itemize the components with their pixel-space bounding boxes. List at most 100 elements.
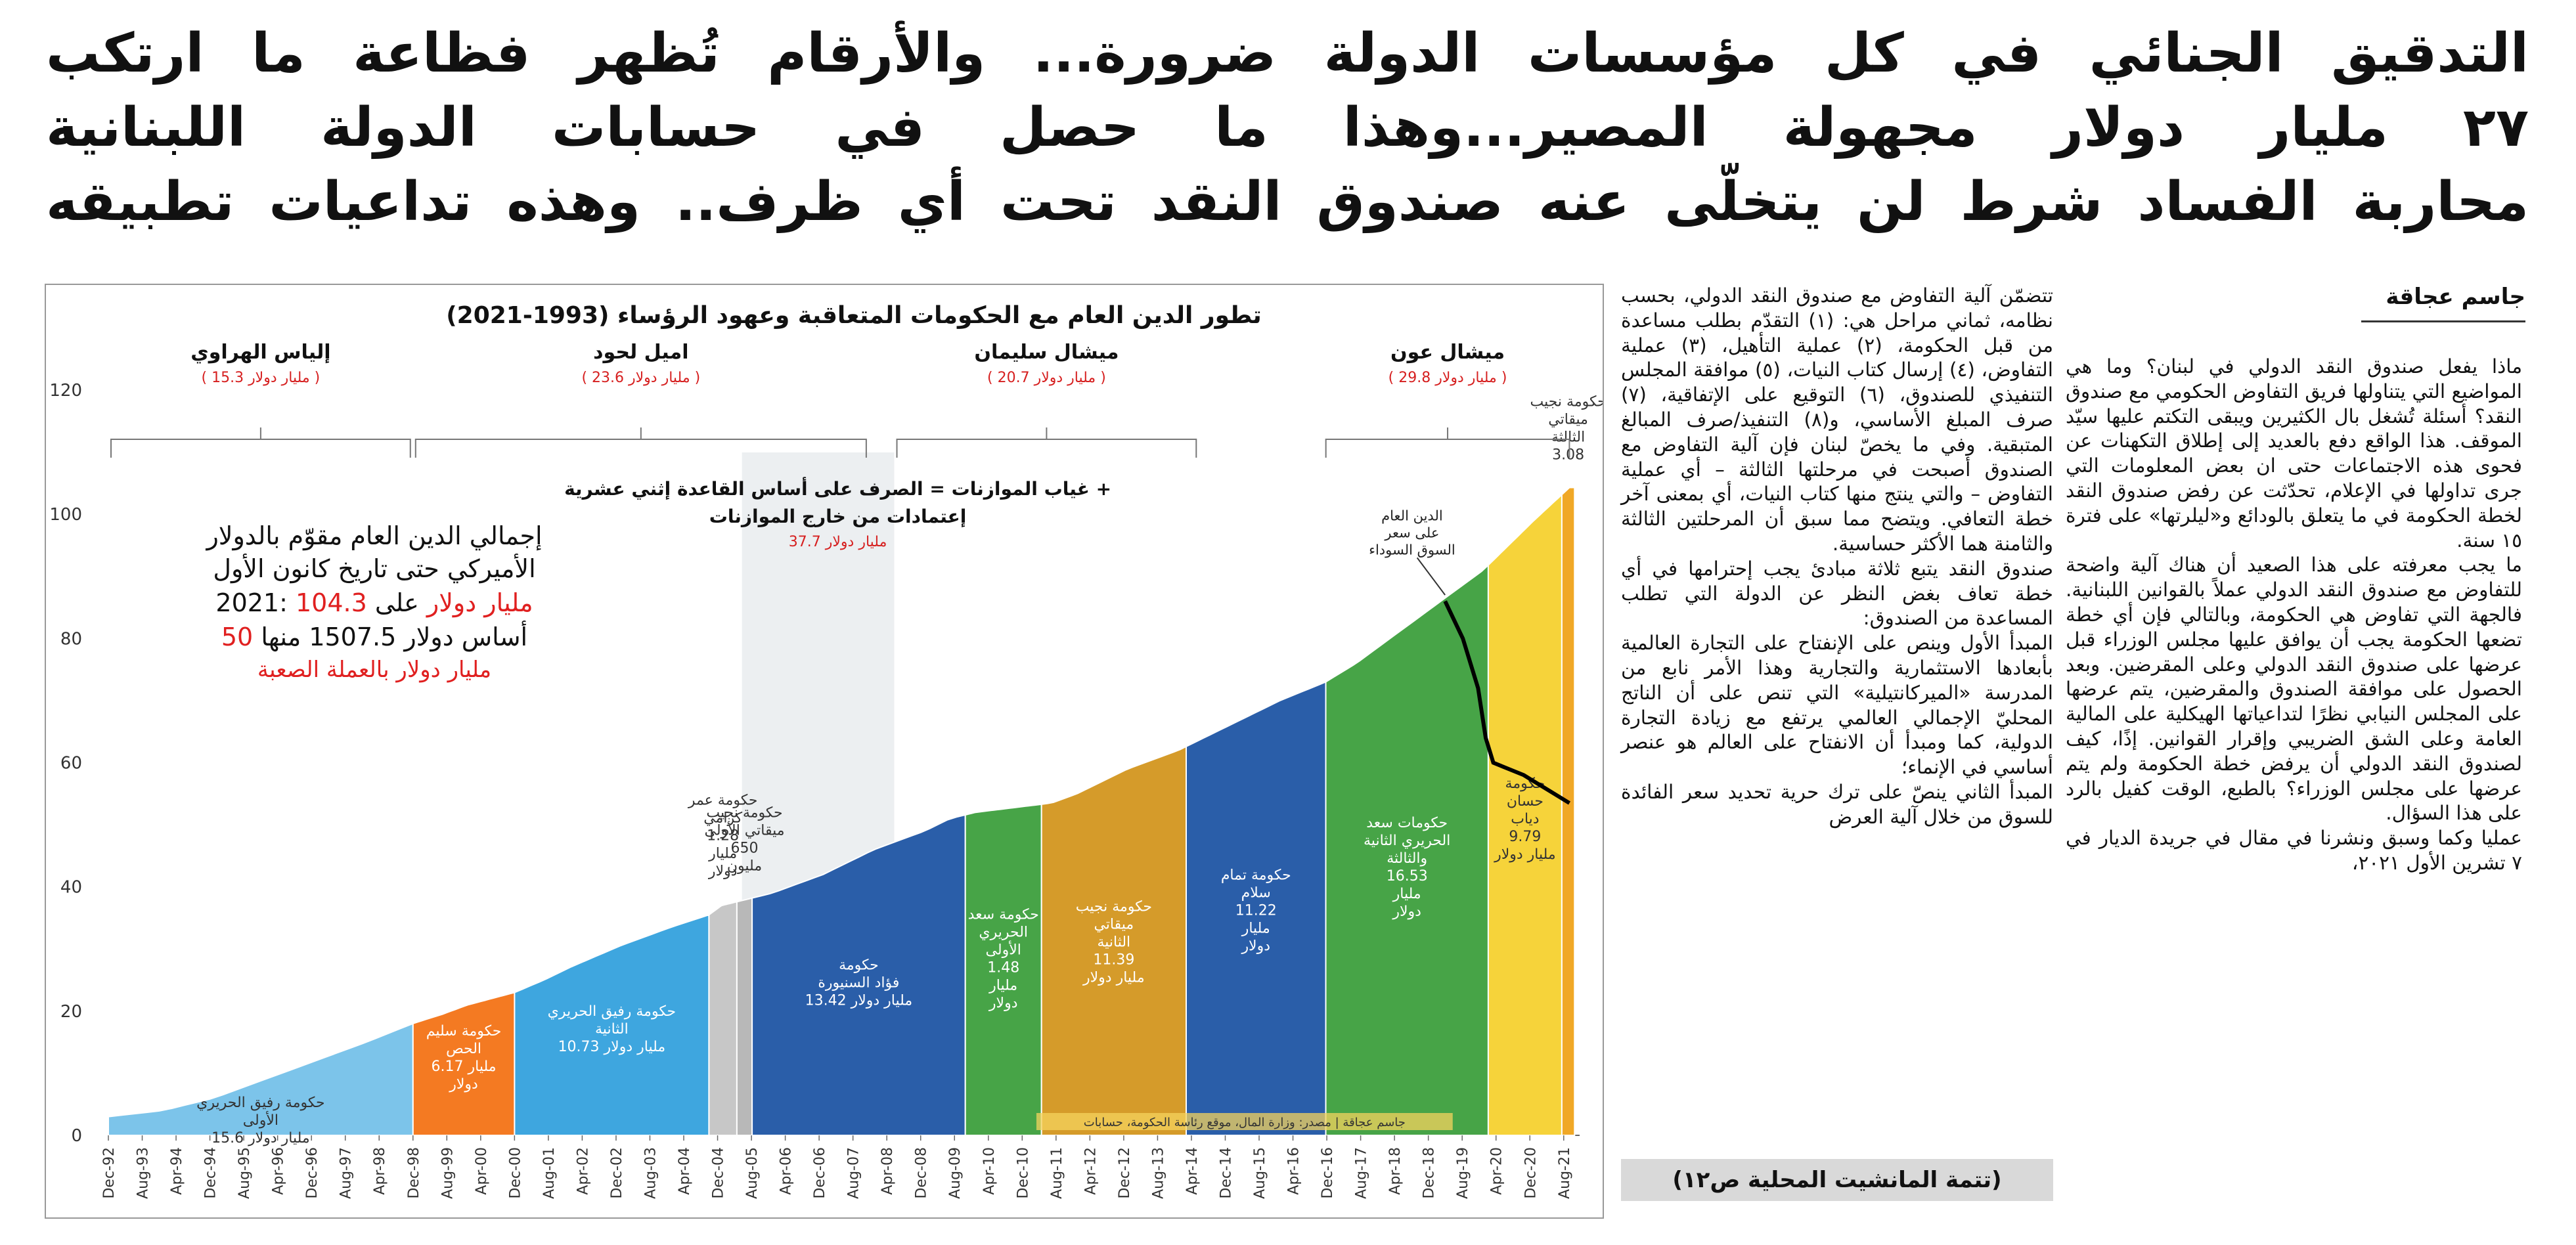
government-label: حكومة تمام <box>1221 867 1291 883</box>
x-tick-label: Dec-98 <box>406 1147 422 1199</box>
x-tick-label: Dec-08 <box>914 1147 930 1199</box>
government-label: مليار <box>708 846 737 862</box>
x-tick-label: Aug-19 <box>1455 1147 1471 1199</box>
government-label: حكومة سليم <box>426 1023 502 1039</box>
x-tick-label: Aug-15 <box>1252 1147 1268 1199</box>
y-tick-label: 120 <box>49 381 82 401</box>
author-byline: جاسم عجاقة <box>2386 284 2525 310</box>
paragraph: ماذا يفعل صندوق النقد الدولي في لبنان؟ و… <box>2066 355 2522 552</box>
vacancy-amount: 37.7 مليار دولار <box>789 534 887 550</box>
x-tick-label: Apr-08 <box>879 1147 896 1195</box>
y-tick-label: 0 <box>71 1126 82 1146</box>
government-area <box>514 913 710 1136</box>
x-tick-label: Aug-01 <box>541 1147 558 1199</box>
government-area <box>964 803 1042 1136</box>
black-line-label: على سعر <box>1384 525 1439 541</box>
black-line-label: السوق السوداء <box>1369 542 1455 558</box>
info-text: أساس دولار 1507.5 منها 50 <box>221 621 527 652</box>
government-area <box>1561 487 1576 1136</box>
government-area <box>1186 680 1327 1136</box>
government-label: ميقاتي <box>1094 917 1134 933</box>
headline-line-3: محاربة الفساد شرط لن يتخلّى عنه صندوق ال… <box>46 171 2529 233</box>
x-tick-label: Apr-00 <box>474 1147 490 1195</box>
article-column-middle: تتضمّن آلية التفاوض مع صندوق النقد الدول… <box>1621 284 2053 830</box>
y-tick-label: 40 <box>60 878 82 898</box>
x-tick-label: Dec-96 <box>304 1147 321 1199</box>
x-tick-label: Aug-93 <box>135 1147 152 1199</box>
x-tick-label: Apr-96 <box>271 1147 287 1195</box>
public-debt-chart: تطور الدين العام مع الحكومات المتعاقبة و… <box>49 302 1606 1199</box>
government-label: الحريري <box>979 924 1028 940</box>
government-label: ميقاتي الأولى <box>704 821 784 839</box>
government-label: دولار <box>708 863 738 880</box>
x-tick-label: Dec-92 <box>101 1147 118 1199</box>
government-label: فؤاد السنيورة <box>818 975 899 992</box>
government-label: 11.22 <box>1235 902 1277 919</box>
government-label: 650 <box>731 841 759 857</box>
president-amount: ( 20.7 مليار دولار ) <box>987 370 1106 386</box>
source-note: جاسم عجاقة | مصدر: وزارة المال، موقع رئا… <box>1084 1116 1406 1129</box>
president-brace <box>1325 427 1570 458</box>
y-tick-label: 20 <box>60 1002 82 1022</box>
government-label: 10.73 مليار دولار <box>558 1039 666 1055</box>
government-label: 11.39 <box>1093 952 1134 969</box>
government-label: الأولى <box>243 1111 278 1129</box>
x-tick-label: Aug-03 <box>642 1147 659 1199</box>
government-label: مليار دولار <box>1082 970 1145 986</box>
x-tick-label: Aug-17 <box>1354 1147 1370 1199</box>
government-label: ميقاتي <box>1548 411 1588 427</box>
x-tick-label: Dec-12 <box>1117 1147 1133 1199</box>
government-label: الأولى <box>986 940 1021 958</box>
government-label: 16.53 <box>1387 868 1428 885</box>
government-label: الثانية <box>595 1021 629 1038</box>
government-label: سلام <box>1241 885 1271 901</box>
government-label: دياب <box>1511 811 1539 827</box>
x-tick-label: Apr-20 <box>1489 1147 1505 1195</box>
x-tick-label: Apr-06 <box>778 1147 795 1195</box>
black-line-label: الدين العام <box>1381 508 1443 524</box>
vacancy-text: غياب الموازنات = الصرف على أساس القاعدة … <box>564 477 1111 500</box>
president-name: إلياس الهراوي <box>190 341 330 364</box>
x-tick-label: Aug-09 <box>947 1147 964 1199</box>
government-label: دولار <box>1392 904 1421 920</box>
x-tick-label: Aug-99 <box>439 1147 456 1199</box>
government-label: 13.42 مليار دولار <box>805 993 913 1009</box>
government-label: مليار دولار <box>1494 846 1556 863</box>
government-label: 9.79 <box>1509 829 1541 845</box>
government-area <box>1487 492 1563 1136</box>
government-label: حكومة عمر <box>688 793 758 809</box>
government-label: حكومات سعد <box>1366 815 1448 831</box>
government-label: دولار <box>449 1076 478 1093</box>
source-note-strip <box>1036 1113 1453 1130</box>
paragraph: ما يجب معرفته على هذا الصعيد أن هناك آلي… <box>2066 554 2522 825</box>
president-name: ميشال سليمان <box>974 341 1119 364</box>
x-tick-label: Dec-16 <box>1320 1147 1336 1199</box>
paragraph: صندوق النقد يتبع ثلاثة مبادئ يجب إحترامه… <box>1621 557 2053 630</box>
x-tick-label: Dec-18 <box>1421 1147 1438 1199</box>
x-tick-label: Apr-10 <box>981 1147 998 1195</box>
government-area <box>751 814 966 1136</box>
x-tick-label: Apr-18 <box>1387 1147 1404 1195</box>
vacancy-text: إعتمادات من خارج الموازنات <box>709 506 967 528</box>
president-brace <box>414 427 867 458</box>
government-area <box>708 901 738 1136</box>
x-tick-label: Dec-06 <box>812 1147 828 1199</box>
government-label: حكومة نجيب <box>1530 393 1603 410</box>
government-label: 1.48 <box>987 959 1019 976</box>
government-label: مليار <box>988 977 1017 994</box>
x-tick-label: Dec-02 <box>609 1147 625 1199</box>
government-area <box>108 1022 414 1136</box>
x-tick-label: Aug-07 <box>846 1147 862 1199</box>
info-text: إجمالي الدين العام مقوّم بالدولار <box>205 521 542 551</box>
president-brace <box>110 427 411 458</box>
x-tick-label: Dec-10 <box>1015 1147 1031 1199</box>
government-label: دولار <box>988 995 1018 1011</box>
black-market-debt-line <box>1443 600 1571 805</box>
byline-divider <box>2361 320 2525 322</box>
government-label: مليار <box>1241 920 1270 936</box>
government-label: 6.17 مليار <box>432 1059 497 1075</box>
government-area <box>1040 745 1187 1136</box>
black-line-pointer <box>1416 557 1446 596</box>
x-tick-label: Dec-00 <box>507 1147 523 1199</box>
x-tick-label: Apr-12 <box>1082 1147 1099 1195</box>
